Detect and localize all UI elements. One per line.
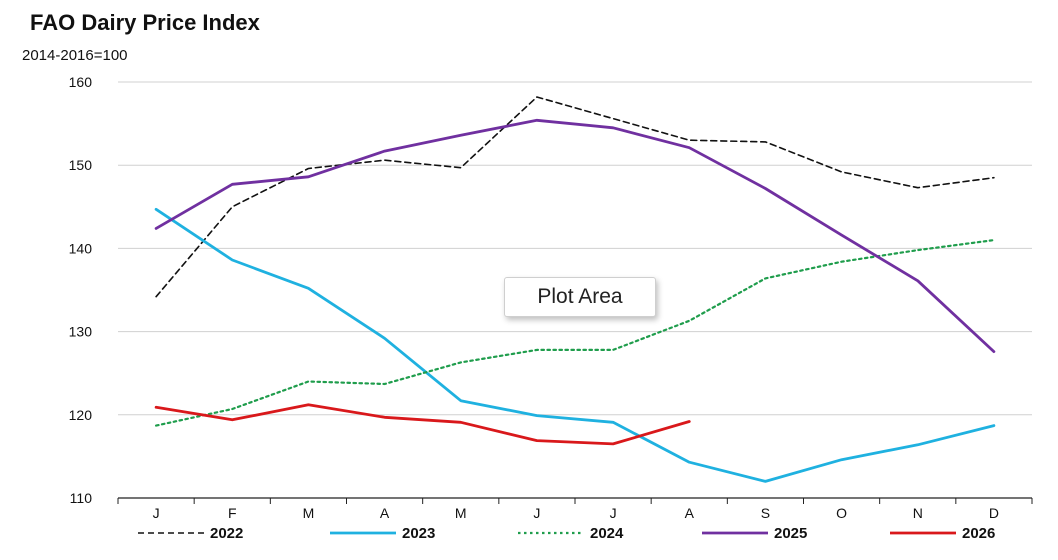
legend-label-2022: 2022 [210, 525, 243, 542]
series-line-2026 [154, 403, 691, 446]
x-tick-label: J [533, 505, 540, 521]
x-tick-label: J [153, 505, 160, 521]
series-lines [154, 96, 996, 483]
chart-subtitle: 2014-2016=100 [22, 47, 128, 64]
series-line-2023 [154, 207, 996, 483]
x-tick-label: D [989, 505, 999, 521]
x-tick-label: M [303, 505, 315, 521]
series-line-2024 [155, 239, 995, 427]
y-tick-label: 120 [69, 407, 93, 423]
x-tick-label: O [836, 505, 847, 521]
plot-area-tooltip: Plot Area [504, 277, 656, 317]
y-tick-label: 150 [69, 157, 93, 173]
x-tick-label: A [380, 505, 390, 521]
x-tick-label: M [455, 505, 467, 521]
series-line-2022 [155, 96, 995, 298]
x-tick-label: S [761, 505, 770, 521]
legend-label-2024: 2024 [590, 525, 624, 542]
x-tick-label: N [913, 505, 923, 521]
legend-label-2026: 2026 [962, 525, 995, 542]
x-tick-label: A [685, 505, 695, 521]
x-tick-label: F [228, 505, 237, 521]
y-tick-label: 110 [70, 490, 93, 506]
y-axis: 110 120 130 140 150 160 [69, 74, 93, 506]
y-tick-label: 140 [69, 240, 93, 256]
legend-label-2025: 2025 [774, 525, 807, 542]
gridlines [118, 81, 1032, 416]
legend: 2022 2023 2024 2025 2026 [138, 525, 995, 542]
y-tick-label: 130 [69, 324, 93, 340]
x-tick-label: J [610, 505, 617, 521]
chart-title: FAO Dairy Price Index [30, 10, 261, 35]
y-tick-label: 160 [69, 74, 93, 90]
series-line-2025 [154, 118, 996, 353]
legend-label-2023: 2023 [402, 525, 435, 542]
